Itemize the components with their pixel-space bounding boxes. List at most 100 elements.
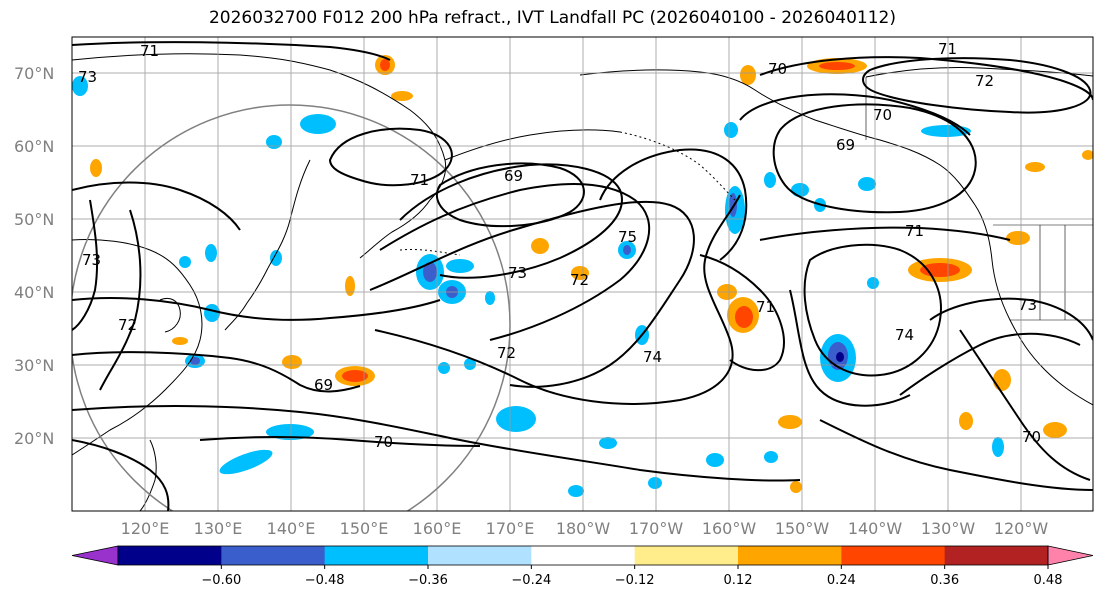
contour-label: 70 bbox=[873, 106, 892, 124]
positive-anomaly-patch bbox=[345, 276, 355, 296]
map-area: 71 71 70 72 73 70 69 71 69 75 73 72 73 7… bbox=[72, 37, 1093, 511]
negative-anomaly-peak bbox=[836, 352, 844, 362]
positive-anomaly-patch bbox=[740, 65, 756, 85]
contour-label: 73 bbox=[508, 264, 527, 282]
negative-anomaly-patch bbox=[485, 291, 495, 305]
coastline-korea bbox=[159, 297, 181, 333]
figure-title: 2026032700 F012 200 hPa refract., IVT La… bbox=[208, 8, 896, 28]
lon-label: 130°W bbox=[921, 519, 976, 538]
contour-line bbox=[819, 419, 1093, 491]
contour-line bbox=[72, 297, 441, 321]
colorbar-ticks: −0.60 −0.48 −0.36 −0.24 −0.12 0.12 0.24 0.36 0.4… bbox=[201, 565, 1063, 588]
positive-anomaly-patch bbox=[1082, 150, 1093, 160]
negative-anomaly-patch bbox=[858, 177, 876, 191]
coastline-aleutian-west bbox=[444, 129, 621, 161]
lon-label: 150°E bbox=[340, 519, 389, 538]
colorbar-tick-label: −0.24 bbox=[511, 573, 551, 588]
positive-anomaly-patch bbox=[959, 412, 973, 430]
colorbar-segment bbox=[944, 546, 1049, 565]
negative-anomaly-patch bbox=[446, 259, 474, 273]
longitude-labels: 120°E 130°E 140°E 150°E 160°E 170°E 180°… bbox=[121, 519, 1049, 538]
lon-label: 140°E bbox=[267, 519, 316, 538]
contour-line bbox=[789, 289, 911, 407]
contour-label: 72 bbox=[118, 316, 137, 334]
colorbar-tick-label: 0.12 bbox=[724, 573, 753, 588]
positive-anomaly-patch bbox=[993, 369, 1011, 391]
contour-label: 71 bbox=[410, 171, 429, 189]
contour-label: 71 bbox=[756, 298, 775, 316]
contour-label: 70 bbox=[374, 433, 393, 451]
colorbar-outline bbox=[117, 545, 1049, 566]
colorbar-segment bbox=[841, 546, 946, 565]
negative-anomaly-patch bbox=[992, 437, 1004, 457]
contour-line bbox=[739, 93, 971, 136]
contour-line bbox=[72, 405, 801, 482]
contour-line bbox=[862, 57, 1092, 114]
lat-label: 70°N bbox=[14, 64, 54, 83]
negative-anomaly-patch bbox=[179, 256, 191, 268]
colorbar-tick-label: −0.60 bbox=[201, 573, 241, 588]
lon-label: 150°W bbox=[775, 519, 830, 538]
anomaly-fills bbox=[72, 55, 1093, 497]
contour-line bbox=[374, 194, 741, 405]
contour-line bbox=[435, 162, 585, 228]
negative-anomaly-core bbox=[729, 193, 737, 217]
negative-anomaly-core bbox=[623, 245, 631, 255]
negative-anomaly-patch bbox=[438, 362, 450, 374]
contour-line bbox=[72, 199, 99, 331]
contour-line bbox=[772, 103, 977, 214]
colorbar-tick-label: −0.36 bbox=[408, 573, 448, 588]
lon-label: 160°E bbox=[413, 519, 462, 538]
coastline-aleutians bbox=[619, 131, 736, 201]
lon-label: 180°W bbox=[556, 519, 611, 538]
contour-line bbox=[72, 41, 391, 61]
coastline-siberia bbox=[72, 53, 447, 201]
contour-line bbox=[929, 297, 1093, 341]
contour-line bbox=[99, 209, 142, 391]
positive-anomaly-patch bbox=[1025, 162, 1045, 172]
colorbar-segment bbox=[634, 546, 739, 565]
negative-anomaly-core bbox=[190, 357, 200, 365]
negative-anomaly-patch bbox=[219, 449, 273, 475]
negative-anomaly-patch bbox=[270, 250, 282, 266]
colorbar-tick-label: 0.36 bbox=[930, 573, 959, 588]
negative-anomaly-patch bbox=[496, 406, 536, 432]
colorbar-tick-label: 0.24 bbox=[827, 573, 856, 588]
region-circle bbox=[72, 104, 511, 511]
negative-anomaly-patch bbox=[648, 477, 662, 489]
contour-label: 75 bbox=[618, 228, 637, 246]
negative-anomaly-patch bbox=[568, 485, 584, 497]
negative-anomaly-patch bbox=[706, 453, 724, 467]
negative-anomaly-core bbox=[423, 262, 437, 282]
contour-label: 73 bbox=[1018, 296, 1037, 314]
positive-anomaly-patch bbox=[531, 238, 549, 254]
colorbar-tick-label: −0.12 bbox=[615, 573, 655, 588]
contour-label: 69 bbox=[314, 376, 333, 394]
contour-line bbox=[72, 181, 241, 231]
lat-label: 60°N bbox=[14, 137, 54, 156]
positive-anomaly-core bbox=[380, 59, 390, 71]
coastline-sakhalin bbox=[267, 159, 311, 269]
positive-anomaly-core bbox=[819, 62, 855, 70]
positive-anomaly-patch bbox=[282, 355, 302, 369]
negative-anomaly-patch bbox=[724, 122, 738, 138]
contour-label: 74 bbox=[643, 348, 662, 366]
positive-anomaly-core bbox=[342, 370, 368, 382]
map-frame bbox=[71, 36, 1094, 512]
contour-label: 72 bbox=[497, 344, 516, 362]
gridlines bbox=[72, 37, 1093, 511]
negative-anomaly-patch bbox=[300, 114, 336, 134]
contour-labels: 71 71 70 72 73 70 69 71 69 75 73 72 73 7… bbox=[78, 40, 1041, 451]
negative-anomaly-patch bbox=[764, 172, 776, 188]
negative-anomaly-patch bbox=[205, 244, 217, 262]
lat-label: 40°N bbox=[14, 283, 54, 302]
latitude-labels: 70°N 60°N 50°N 40°N 30°N 20°N bbox=[14, 64, 54, 448]
coastline-china bbox=[72, 239, 203, 456]
colorbar-tick-label: 0.48 bbox=[1034, 573, 1063, 588]
colorbar-segment bbox=[324, 546, 429, 565]
coastlines bbox=[72, 53, 1093, 511]
contour-line bbox=[959, 329, 1091, 481]
contour-line bbox=[599, 148, 748, 261]
colorbar-extend-low bbox=[71, 545, 119, 566]
